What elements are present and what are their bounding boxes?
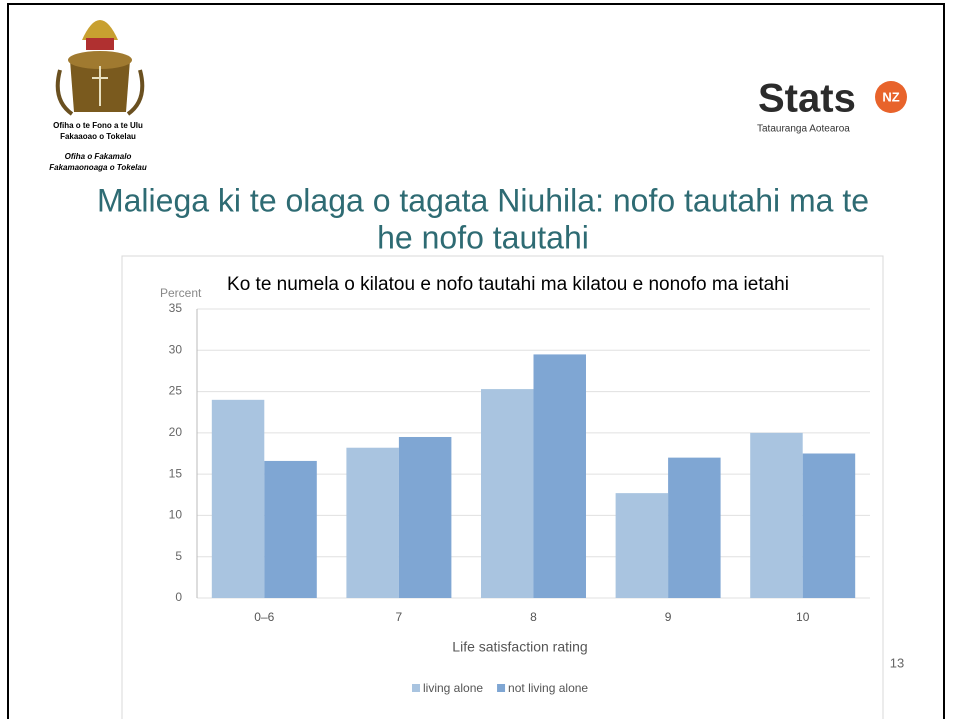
bar <box>750 432 803 598</box>
legend-label: not living alone <box>508 681 588 695</box>
bar <box>481 389 534 598</box>
bar <box>346 447 399 598</box>
crest-text: Fakaaoao o Tokelau <box>60 132 136 141</box>
chart-title: Ko te numela o kilatou e nofo tautahi ma… <box>227 274 789 295</box>
crest-text: Ofiha o te Fono a te Ulu <box>53 121 143 130</box>
y-tick-label: 10 <box>169 508 183 522</box>
x-tick-label: 0–6 <box>254 610 274 624</box>
x-axis-label: Life satisfaction rating <box>452 639 587 655</box>
bar <box>615 493 669 598</box>
logo-badge <box>875 81 907 113</box>
x-tick-label: 7 <box>396 610 403 624</box>
bar <box>264 460 317 598</box>
legend-label: living alone <box>423 681 483 695</box>
legend-swatch <box>497 684 506 692</box>
y-tick-label: 0 <box>175 590 182 604</box>
crest-text: Fakamaonoaga o Tokelau <box>49 163 147 172</box>
y-tick-label: 25 <box>169 384 183 398</box>
logo-sub: Tatauranga Aotearoa <box>757 124 850 135</box>
bar <box>398 436 452 598</box>
legend-swatch <box>412 684 420 692</box>
logo-badge-text: NZ <box>882 89 899 104</box>
y-axis-label: Percent <box>160 286 202 300</box>
y-tick-label: 35 <box>169 301 183 315</box>
x-tick-label: 8 <box>530 610 537 624</box>
y-tick-label: 15 <box>169 466 183 480</box>
bar <box>802 453 856 598</box>
bar <box>211 399 265 598</box>
logo-word: Stats <box>758 77 856 121</box>
y-tick-label: 20 <box>169 425 183 439</box>
x-tick-label: 9 <box>665 610 672 624</box>
bar <box>533 354 586 598</box>
slide-title: he nofo tautahi <box>377 219 589 255</box>
y-tick-label: 5 <box>175 549 182 563</box>
page-number: 13 <box>890 655 904 670</box>
bar <box>668 457 721 598</box>
slide-title: Maliega ki te olaga o tagata Niuhila: no… <box>97 182 869 218</box>
crest-text: Ofiha o Fakamalo <box>65 152 132 161</box>
y-tick-label: 30 <box>169 342 183 356</box>
x-tick-label: 10 <box>796 610 810 624</box>
crest <box>55 20 145 116</box>
